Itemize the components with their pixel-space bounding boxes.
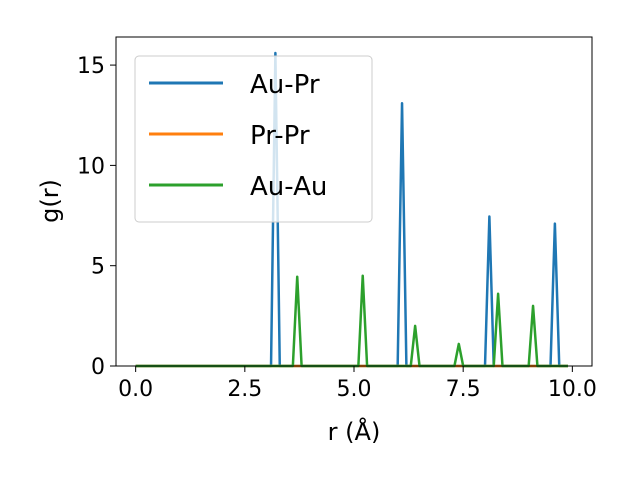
x-axis-title: r (Å) (328, 417, 381, 446)
tick-layer: 0.0 2.5 5.0 7.5 10.0 0 5 10 15 (77, 54, 597, 402)
y-tick-label: 15 (77, 54, 105, 79)
y-tick-label: 5 (91, 255, 105, 280)
y-tick-label: 10 (77, 154, 105, 179)
x-tick-label: 5.0 (337, 377, 372, 402)
legend-label-au-pr: Au-Pr (250, 70, 320, 100)
series-line-au-au (135, 274, 568, 368)
x-tick-label: 7.5 (446, 377, 481, 402)
legend-label-pr-pr: Pr-Pr (250, 121, 310, 151)
x-tick-label: 2.5 (227, 377, 262, 402)
legend: Au-Pr Pr-Pr Au-Au (134, 55, 373, 223)
x-tick-label: 10.0 (548, 377, 597, 402)
legend-label-au-au: Au-Au (250, 172, 327, 202)
y-axis-title: g(r) (36, 179, 64, 223)
y-tick-label: 0 (91, 355, 105, 380)
x-tick-label: 0.0 (118, 377, 153, 402)
legend-box (134, 55, 373, 223)
